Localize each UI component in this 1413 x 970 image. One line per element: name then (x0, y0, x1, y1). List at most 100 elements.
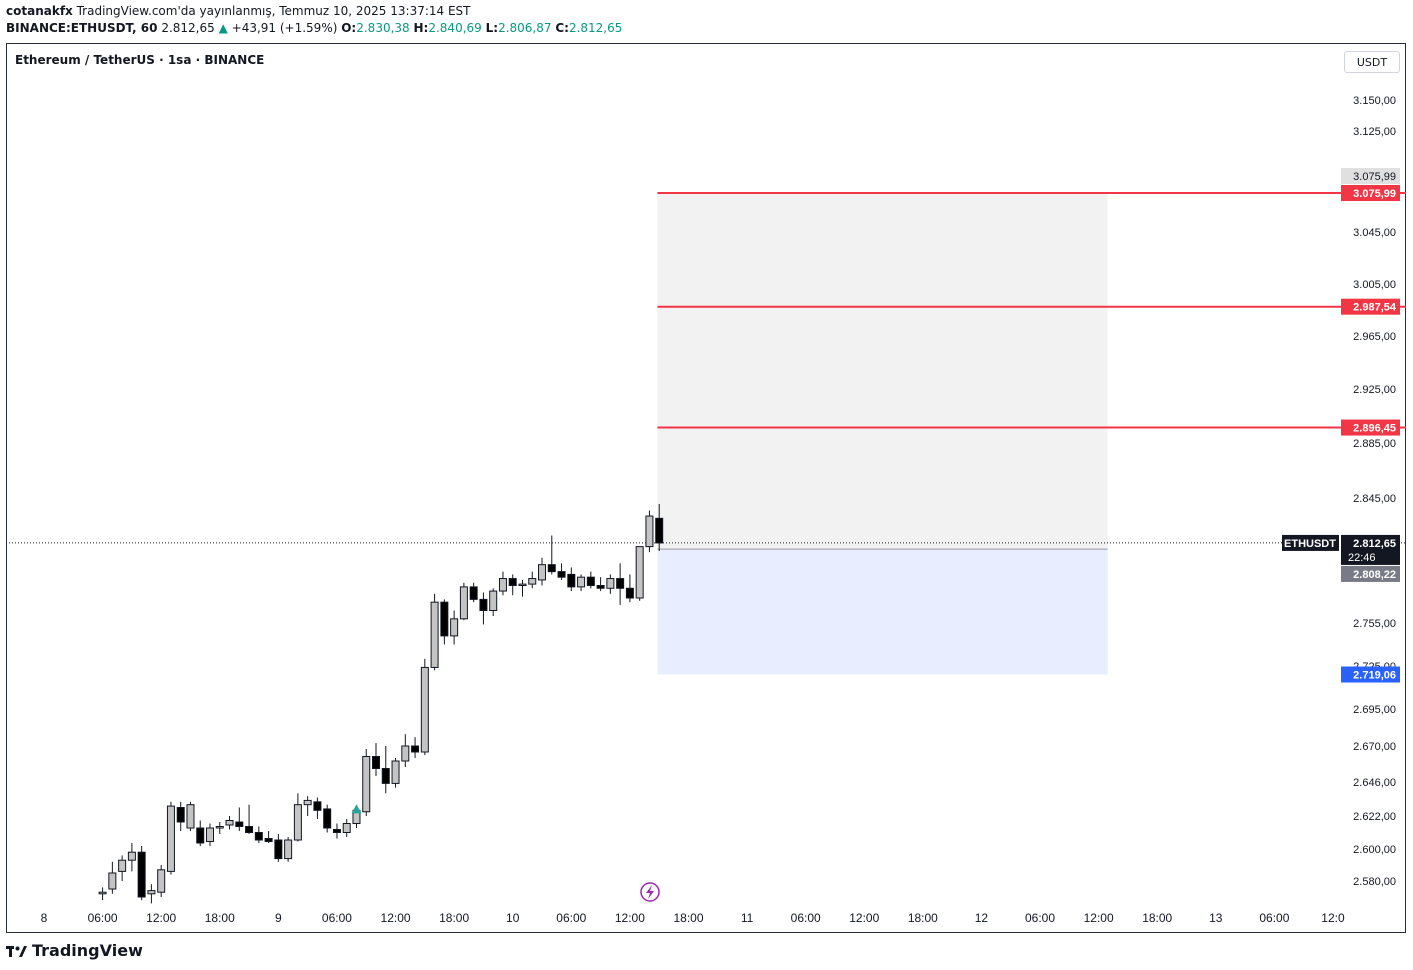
x-axis-label: 12:0 (1321, 911, 1345, 925)
candle (118, 859, 127, 872)
candle (186, 804, 195, 829)
candle (245, 826, 254, 833)
candle (108, 872, 117, 890)
chart-legend-title: Ethereum / TetherUS · 1sa · BINANCE (15, 53, 265, 67)
candle (577, 576, 586, 588)
candle (498, 578, 507, 592)
stop-label: 2.719,06 (1353, 670, 1396, 682)
currency-button[interactable]: USDT (1344, 51, 1400, 73)
candle (254, 832, 263, 841)
candle (127, 851, 136, 861)
candle (381, 768, 390, 784)
candle (625, 587, 634, 599)
y-axis-label: 2.622,00 (1353, 811, 1396, 823)
up-arrow-icon: ▲ (218, 21, 228, 35)
symbol-badge-bg (1282, 534, 1339, 551)
candle (313, 801, 322, 811)
high-label: H: (413, 21, 429, 35)
candle (508, 578, 517, 586)
candle (264, 838, 273, 842)
x-axis-label: 12:00 (615, 911, 645, 925)
candle (342, 823, 351, 833)
x-axis-label: 06:00 (556, 911, 586, 925)
candle (411, 745, 420, 753)
x-axis-label: 06:00 (1259, 911, 1289, 925)
open-label: O: (341, 21, 357, 35)
low-value: 2.806,87 (498, 21, 552, 35)
tradingview-logo[interactable]: TradingView (6, 941, 143, 960)
publish-info: cotanakfx TradingView.com'da yayınlanmış… (6, 4, 471, 18)
y-axis-label: 2.965,00 (1353, 331, 1396, 343)
stop-label-bg (1341, 666, 1400, 683)
profit-zone (657, 193, 1108, 550)
x-axis-label: 12:00 (146, 911, 176, 925)
candle (430, 601, 439, 668)
y-axis-label: 3.005,00 (1353, 279, 1396, 291)
last-price-tag: 2.812,65 (1353, 538, 1396, 550)
candle (547, 564, 556, 573)
candle (362, 756, 371, 813)
countdown-label: 22:46 (1348, 552, 1376, 564)
last-price-tag-bg (1341, 534, 1400, 565)
candle (616, 578, 625, 589)
open-value: 2.830,38 (356, 21, 410, 35)
x-axis-label: 12:00 (1084, 911, 1114, 925)
candle (303, 799, 312, 806)
candle (391, 760, 400, 784)
candle (137, 851, 146, 898)
candle (567, 573, 576, 588)
y-axis-label: 2.755,00 (1353, 618, 1396, 630)
target-label-2: 2.987,54 (1353, 302, 1397, 314)
candle (557, 571, 566, 578)
x-axis-label: 06:00 (791, 911, 821, 925)
top-box-label: 3.075,99 (1353, 171, 1396, 183)
low-label: L: (485, 21, 499, 35)
candle (196, 827, 205, 844)
footer-brand: TradingView (32, 941, 143, 960)
candle (323, 808, 332, 829)
candle (98, 891, 107, 895)
x-axis-label: 18:00 (673, 911, 703, 925)
x-axis-label: 12:00 (849, 911, 879, 925)
y-axis-label: 2.925,00 (1353, 384, 1396, 396)
candle (215, 826, 224, 829)
candle (518, 583, 527, 586)
y-axis-label: 2.600,00 (1353, 844, 1396, 856)
candle (606, 578, 615, 589)
y-axis-label: 2.580,00 (1353, 876, 1396, 888)
candle (401, 745, 410, 762)
candle (284, 839, 293, 860)
candle (420, 666, 429, 753)
candle (538, 564, 547, 581)
x-axis-label: 18:00 (205, 911, 235, 925)
y-axis-label: 2.695,00 (1353, 704, 1396, 716)
signal-triangle-icon (351, 804, 362, 814)
chart-pane[interactable] (6, 43, 1406, 933)
target-label-3-bg (1341, 185, 1400, 201)
y-axis-label: 3.150,00 (1353, 95, 1396, 107)
y-axis-label: 2.845,00 (1353, 493, 1396, 505)
candle (274, 839, 283, 860)
x-axis-label: 11 (741, 911, 754, 925)
candle (450, 618, 459, 637)
candle (635, 546, 644, 599)
stop-zone (657, 549, 1108, 675)
author-name: cotanakfx (6, 4, 73, 18)
x-axis-label: 06:00 (322, 911, 352, 925)
x-axis-label: 10 (506, 911, 520, 925)
close-value: 2.812,65 (568, 21, 623, 35)
x-axis-label: 18:00 (439, 911, 469, 925)
candle (528, 578, 537, 585)
y-axis-label: 2.885,00 (1353, 438, 1396, 450)
x-axis-label: 13 (1209, 911, 1223, 925)
target-label-3: 3.075,99 (1353, 188, 1396, 200)
candle (166, 805, 175, 872)
candle (479, 598, 488, 612)
candle (469, 586, 478, 600)
candle (235, 821, 244, 827)
candle (655, 517, 664, 544)
symbol-ohlc-bar: BINANCE:ETHUSDT, 60 2.812,65 ▲ +43,91 (+… (6, 21, 622, 35)
symbol-name: BINANCE:ETHUSDT, 60 (6, 21, 158, 35)
candle (372, 756, 381, 769)
